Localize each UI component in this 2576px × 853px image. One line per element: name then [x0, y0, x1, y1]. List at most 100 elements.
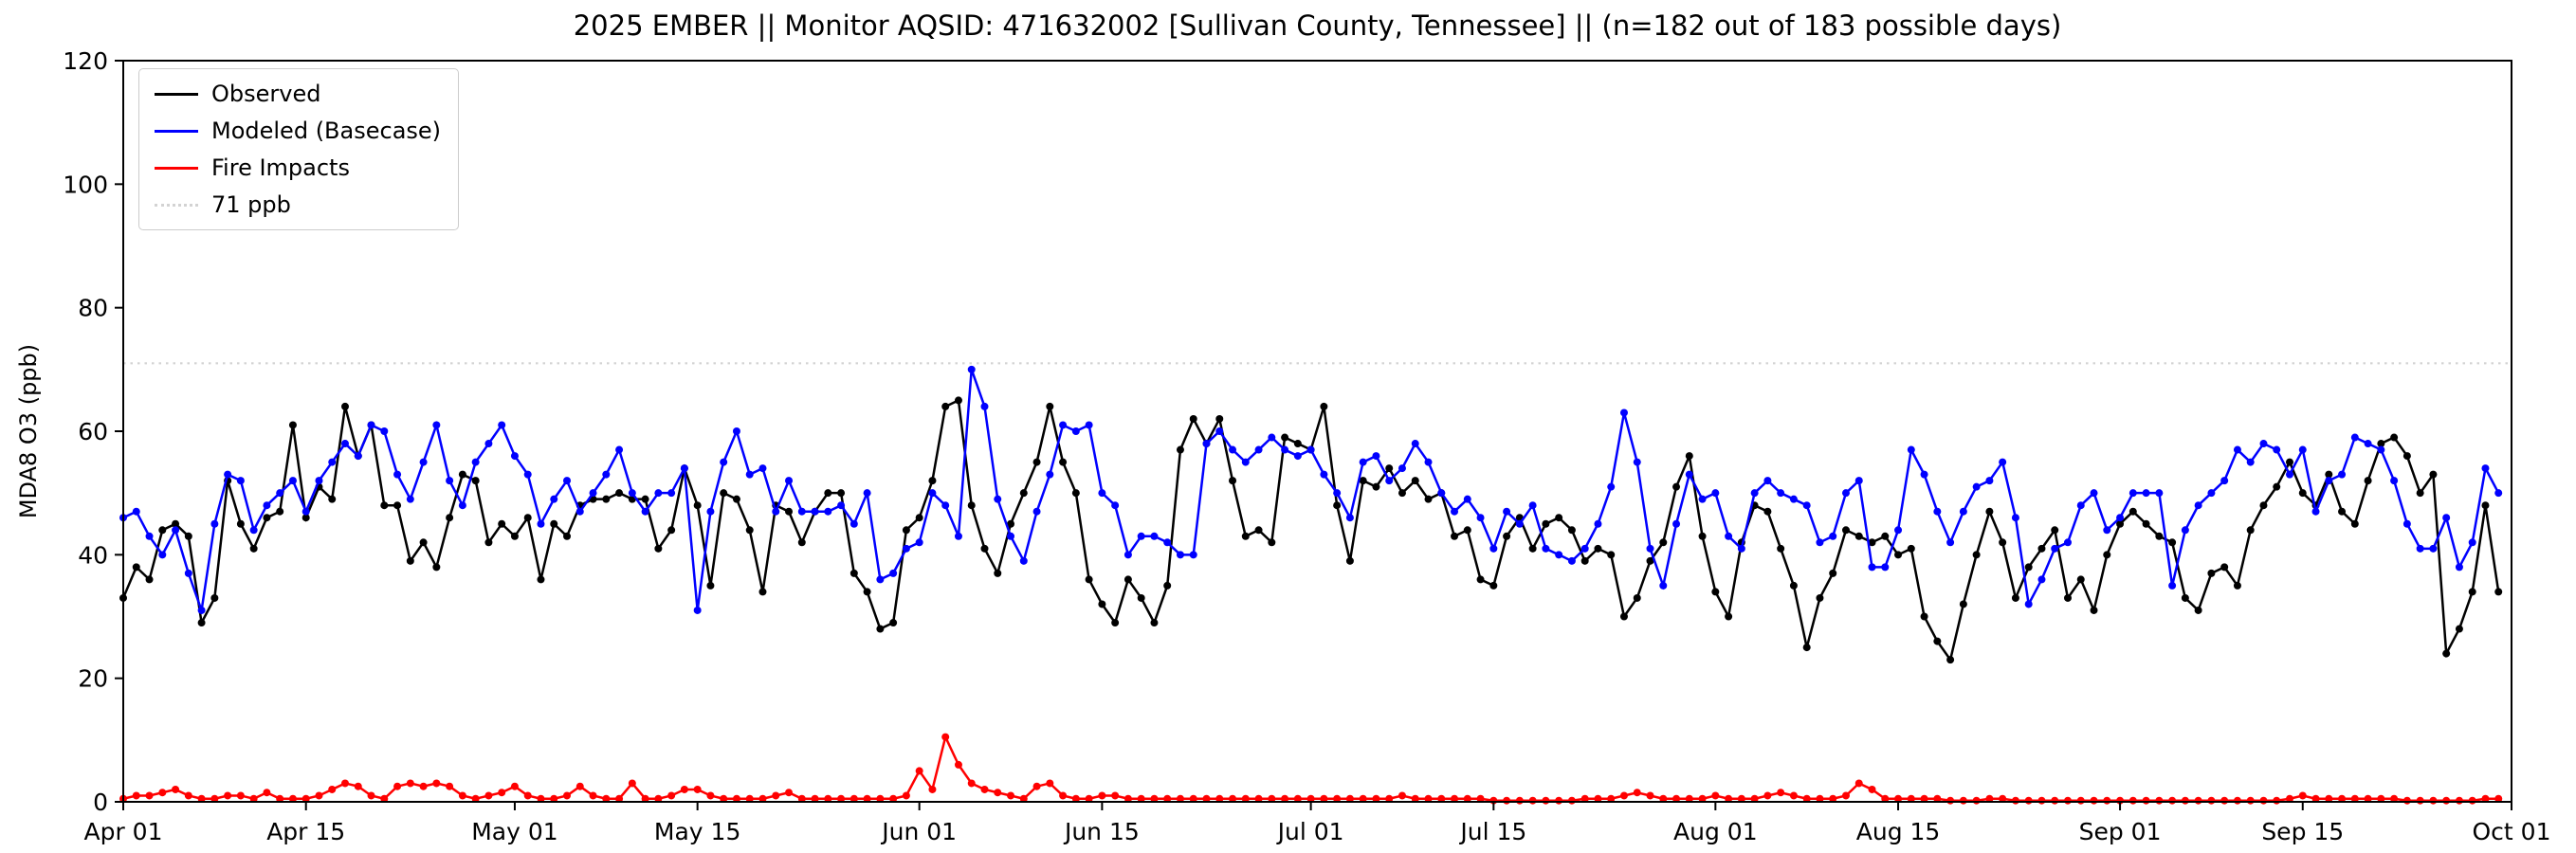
series-marker-2: [1254, 794, 1263, 803]
series-marker-2: [589, 791, 597, 800]
series-marker-0: [276, 507, 284, 516]
y-tick-label: 20: [78, 665, 108, 693]
series-marker-0: [1007, 519, 1015, 528]
series-marker-1: [1907, 445, 1915, 454]
series-marker-1: [2011, 514, 2019, 522]
series-marker-0: [1463, 526, 1471, 535]
series-marker-2: [1528, 796, 1537, 805]
series-marker-2: [224, 791, 232, 800]
series-marker-2: [1451, 794, 1459, 803]
series-marker-2: [1972, 796, 1981, 805]
series-marker-2: [641, 794, 649, 803]
series-marker-1: [954, 532, 962, 540]
series-marker-1: [693, 606, 702, 614]
series-marker-1: [406, 495, 414, 503]
series-marker-2: [419, 782, 428, 790]
series-marker-2: [1463, 794, 1471, 803]
series-marker-2: [2259, 796, 2268, 805]
series-marker-1: [1046, 470, 1054, 479]
series-marker-2: [1320, 794, 1328, 803]
series-marker-0: [967, 501, 976, 510]
series-marker-2: [2233, 796, 2241, 805]
series-marker-2: [915, 767, 923, 775]
series-marker-0: [2220, 563, 2229, 572]
series-marker-2: [1567, 796, 1576, 805]
fire-line-swatch: [155, 166, 198, 170]
series-marker-2: [2481, 794, 2490, 803]
series-marker-1: [2246, 458, 2255, 466]
series-marker-2: [1619, 791, 1628, 800]
series-marker-2: [2311, 794, 2320, 803]
series-marker-1: [1999, 458, 2007, 466]
series-marker-2: [2338, 794, 2347, 803]
series-marker-2: [1150, 794, 1159, 803]
x-tick-label: Jul 15: [1458, 818, 1526, 845]
series-marker-2: [575, 782, 584, 790]
series-marker-2: [1711, 791, 1720, 800]
y-tick-label: 100: [63, 171, 108, 198]
series-marker-2: [863, 794, 871, 803]
series-marker-2: [2063, 796, 2072, 805]
series-marker-0: [745, 526, 754, 535]
legend-label-fire: Fire Impacts: [211, 154, 350, 181]
series-marker-1: [994, 495, 1002, 503]
series-marker-1: [824, 507, 832, 516]
series-marker-2: [1189, 794, 1197, 803]
series-marker-1: [2155, 489, 2164, 498]
series-marker-1: [1646, 544, 1654, 553]
series-marker-2: [1777, 789, 1785, 797]
series-marker-1: [2273, 445, 2281, 454]
series-marker-0: [2181, 593, 2189, 602]
series-marker-2: [654, 794, 663, 803]
series-marker-2: [210, 794, 219, 803]
series-marker-1: [1437, 489, 1446, 498]
series-marker-0: [1802, 644, 1811, 652]
series-marker-2: [406, 779, 414, 788]
series-marker-2: [889, 794, 898, 803]
legend-label-modeled: Modeled (Basecase): [211, 118, 442, 144]
series-marker-2: [1085, 794, 1093, 803]
series-marker-2: [1111, 791, 1120, 800]
series-marker-2: [263, 789, 271, 797]
series-marker-0: [954, 396, 962, 405]
series-marker-1: [1229, 445, 1237, 454]
series-marker-0: [2116, 519, 2125, 528]
series-marker-0: [1098, 600, 1106, 608]
series-marker-1: [145, 532, 154, 540]
series-marker-1: [967, 365, 976, 373]
series-marker-1: [915, 538, 923, 547]
series-marker-0: [380, 501, 389, 510]
series-marker-2: [510, 782, 519, 790]
series-marker-0: [1241, 532, 1250, 540]
series-marker-0: [1359, 477, 1367, 485]
series-marker-2: [2011, 796, 2019, 805]
series-marker-2: [1829, 794, 1837, 803]
series-marker-2: [1229, 794, 1237, 803]
series-marker-2: [537, 794, 545, 803]
series-marker-1: [2259, 440, 2268, 448]
series-marker-1: [1202, 440, 1211, 448]
series-marker-1: [1268, 433, 1276, 442]
series-marker-1: [419, 458, 428, 466]
series-marker-0: [1254, 526, 1263, 535]
series-marker-1: [1737, 544, 1745, 553]
series-marker-2: [680, 785, 688, 793]
series-marker-0: [2325, 470, 2333, 479]
series-marker-0: [1841, 526, 1850, 535]
x-tick-label: May 15: [654, 818, 740, 845]
series-marker-2: [824, 794, 832, 803]
series-marker-2: [797, 794, 806, 803]
series-marker-2: [1032, 782, 1041, 790]
series-marker-1: [2128, 489, 2137, 498]
series-marker-1: [2298, 445, 2307, 454]
series-marker-0: [1124, 575, 1132, 584]
series-marker-0: [1580, 556, 1589, 565]
series-marker-2: [1841, 791, 1850, 800]
series-marker-2: [2429, 796, 2438, 805]
series-marker-2: [1163, 794, 1172, 803]
series-marker-2: [1071, 794, 1080, 803]
series-marker-0: [432, 563, 441, 572]
series-marker-2: [1098, 791, 1106, 800]
y-axis-label: MDA8 O3 (ppb): [15, 343, 42, 519]
series-marker-1: [550, 495, 558, 503]
